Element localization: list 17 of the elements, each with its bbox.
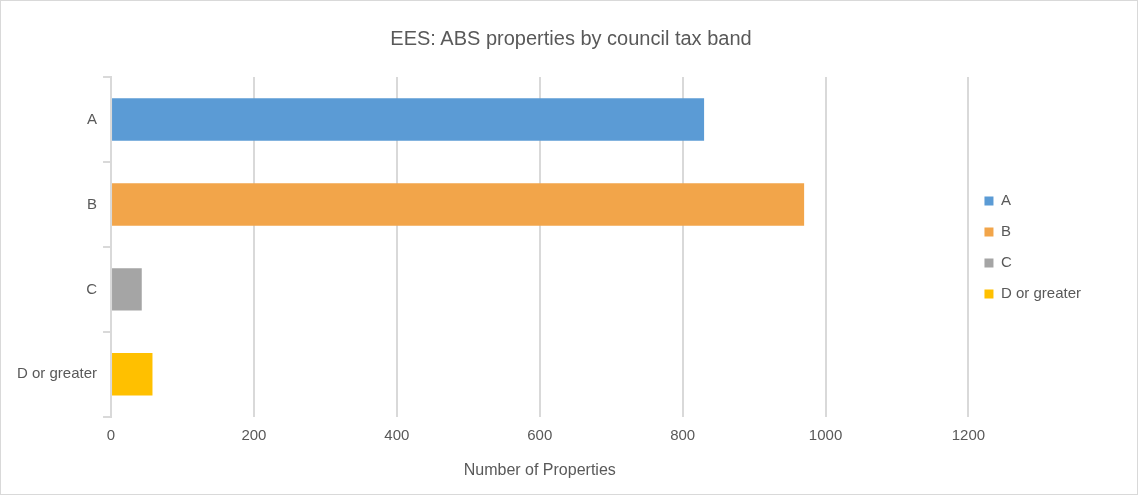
x-tick-label: 200 — [241, 425, 267, 443]
legend-label: B — [1000, 222, 1011, 240]
x-tick-label: 600 — [527, 425, 553, 443]
y-tick-label: D or greater — [16, 364, 98, 382]
legend-label: A — [1000, 191, 1011, 209]
x-tick-label: 1200 — [951, 425, 986, 443]
legend-label: D or greater — [1000, 284, 1082, 302]
x-tick-label: 400 — [384, 425, 410, 443]
x-tick-label: 0 — [106, 425, 116, 443]
y-tick-label: C — [86, 279, 98, 297]
y-tick-label: B — [87, 194, 98, 212]
x-tick-label: 1000 — [808, 425, 843, 443]
chart-title: EES: ABS properties by council tax band — [390, 26, 752, 49]
y-tick-label: A — [87, 109, 98, 127]
x-axis-title: Number of Properties — [463, 460, 616, 478]
legend-label: C — [1000, 253, 1012, 271]
x-tick-label: 800 — [670, 425, 696, 443]
